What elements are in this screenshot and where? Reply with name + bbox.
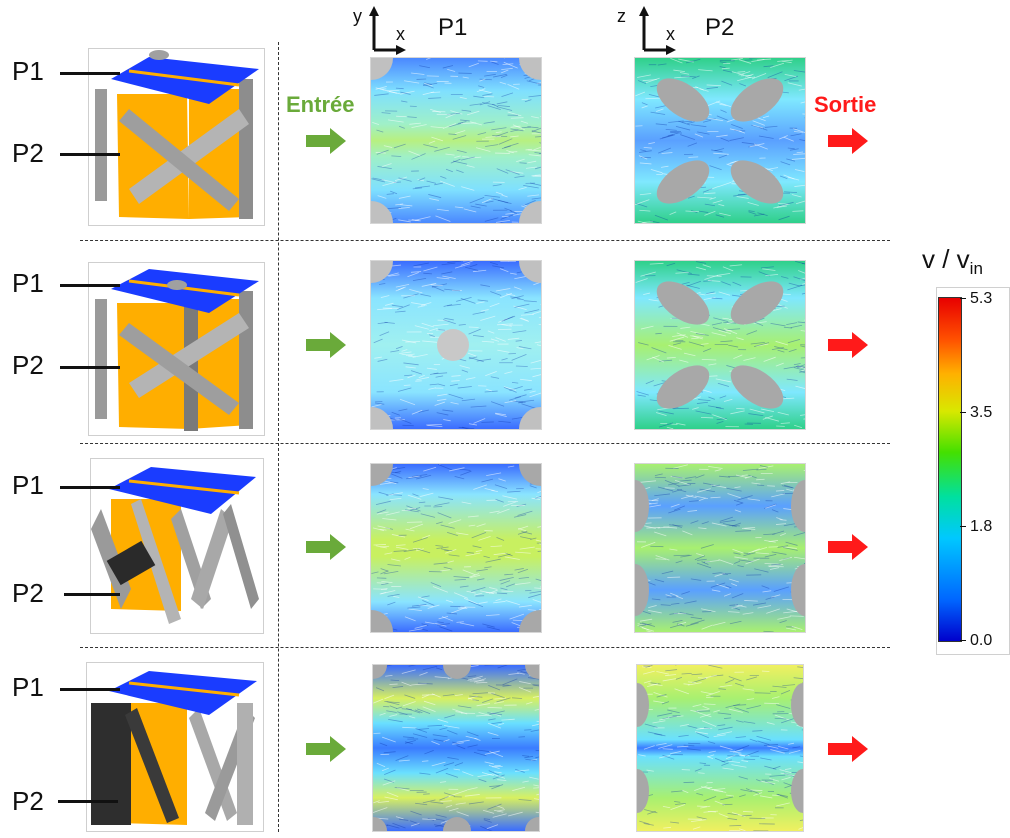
p2-leader-line (58, 800, 118, 803)
p2-axis-z-label: z (617, 6, 626, 26)
colorbar-tick-label-min: 0.0 (970, 632, 993, 649)
p2-plane-label: P2 (12, 350, 44, 380)
p1-plane-label: P1 (12, 56, 44, 86)
colorbar-gradient (938, 297, 962, 642)
p1-velocity-field-4 (372, 664, 540, 832)
lattice-cube-3 (90, 458, 264, 634)
row-divider (80, 647, 890, 648)
inlet-arrow (306, 332, 346, 358)
outlet-arrow (828, 534, 868, 560)
p1-velocity-field-3 (370, 463, 542, 633)
inlet-arrow (306, 534, 346, 560)
p2-velocity-field-3 (634, 463, 806, 633)
p1-plane-label: P1 (12, 268, 44, 298)
p1-leader-line (60, 688, 120, 691)
p1-axis-triad (369, 6, 406, 55)
streamline-texture (371, 261, 541, 429)
colorbar-title-sub: in (969, 259, 983, 279)
p2-axis-triad (639, 6, 676, 55)
outlet-arrow (828, 128, 868, 154)
colorbar-title: v / vin (922, 244, 983, 279)
p1-leader-line (60, 284, 120, 287)
p1-column-header: P1 (438, 14, 468, 41)
outlet-label: Sortie (814, 92, 877, 117)
streamline-texture (638, 665, 803, 831)
p2-velocity-field-1 (634, 57, 806, 224)
p2-plane-label: P2 (12, 786, 44, 816)
p2-velocity-field-2 (634, 260, 806, 430)
row-divider (80, 443, 890, 444)
p2-leader-line (64, 593, 120, 596)
inlet-arrow (306, 128, 346, 154)
p2-column-header: P2 (705, 14, 735, 41)
p1-axis-y-label: y (353, 6, 362, 26)
p1-axis-x-label: x (396, 24, 405, 44)
p1-leader-line (60, 486, 120, 489)
colorbar-tick-label-max: 5.3 (970, 290, 993, 307)
colorbar-tick-label: 3.5 (970, 404, 993, 421)
outlet-arrow (828, 736, 868, 762)
lattice-cube-1 (88, 48, 265, 226)
colorbar-title-main: v / v (922, 244, 970, 274)
colorbar-tick (960, 298, 966, 299)
p2-plane-label: P2 (12, 138, 44, 168)
inlet-label: Entrée (286, 92, 355, 117)
vertical-divider (278, 42, 279, 832)
p1-plane-label: P1 (12, 672, 44, 702)
colorbar-tick (960, 640, 966, 641)
outlet-arrow (828, 332, 868, 358)
row-divider (80, 240, 890, 241)
streamline-texture (373, 665, 539, 831)
streamline-texture (371, 58, 541, 223)
p2-leader-line (60, 153, 120, 156)
colorbar-tick (960, 526, 966, 527)
p2-velocity-field-4 (636, 664, 804, 832)
p1-velocity-field-1 (370, 57, 542, 224)
colorbar-tick-label: 1.8 (970, 518, 993, 535)
p2-leader-line (60, 366, 120, 369)
colorbar-tick (960, 412, 966, 413)
p1-leader-line (60, 72, 120, 75)
p2-axis-x-label: x (666, 24, 675, 44)
p1-plane-label: P1 (12, 470, 44, 500)
p1-velocity-field-2 (370, 260, 542, 430)
lattice-cube-2 (88, 262, 265, 436)
streamline-texture (371, 464, 541, 632)
inlet-arrow (306, 736, 346, 762)
streamline-texture (635, 464, 805, 632)
lattice-cube-4 (86, 662, 264, 832)
p2-plane-label: P2 (12, 578, 44, 608)
